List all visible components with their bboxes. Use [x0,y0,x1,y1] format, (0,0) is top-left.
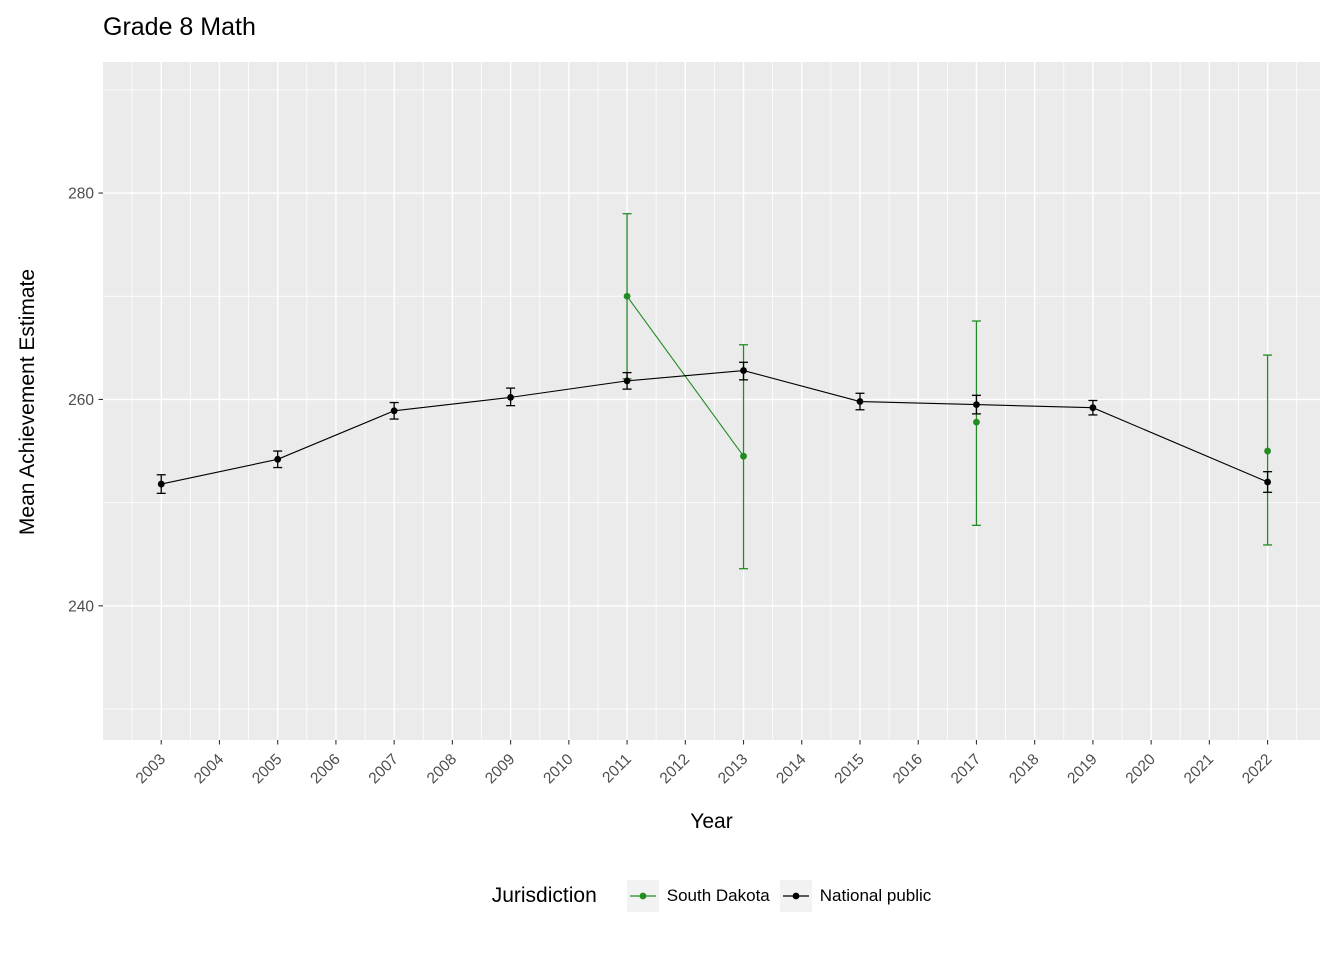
data-point [1089,404,1097,412]
data-point [157,480,165,488]
legend-title: Jurisdiction [491,884,597,907]
data-point [390,407,398,415]
x-tick-label: 2011 [599,751,635,787]
x-tick-label: 2005 [249,751,285,787]
x-tick-label: 2012 [657,751,693,787]
x-tick-label: 2006 [307,751,343,787]
data-point [973,401,980,409]
data-point [1264,447,1271,455]
x-tick-label: 2015 [831,751,867,787]
legend-label-south-dakota: South Dakota [666,886,770,905]
data-point [623,377,631,385]
data-point [623,292,631,300]
x-tick-label: 2019 [1064,751,1100,787]
plot-area: 2003 2004 2005 2006 2007 2008 2009 2010 2011 2012… [68,62,1320,788]
y-axis-label: Mean Achievement Estimate [16,268,39,536]
x-tick-label: 2009 [482,751,518,787]
chart-title: Grade 8 Math [103,13,256,41]
x-tick-label: 2003 [133,751,169,787]
data-point [740,367,747,374]
x-tick-label: 2021 [1181,751,1217,787]
x-tick-label: 2022 [1239,751,1275,787]
data-point [856,398,864,405]
panel-background [103,62,1320,740]
x-tick-label: 2014 [773,751,810,788]
x-tick-label: 2016 [890,751,926,787]
x-tick-label: 2004 [191,751,228,788]
data-point [973,418,980,426]
x-tick-label: 2013 [715,751,751,787]
data-point [274,455,282,463]
legend: Jurisdiction South Dakota National public [103,880,1320,912]
legend-item-national-public: National public [779,880,932,912]
series-line [161,370,1268,485]
data-point [1264,478,1271,486]
x-tick-label: 2020 [1123,751,1160,788]
y-tick-label: 260 [68,392,94,409]
y-tick-label: 240 [68,598,94,615]
x-tick-label: 2017 [948,751,984,787]
legend-key-south-dakota [626,880,659,912]
y-tick-label: 280 [68,186,94,203]
legend-keys: South Dakota National public [617,880,932,912]
data-point [740,452,747,460]
legend-key-national-public [779,880,812,912]
data-point [507,393,515,401]
legend-label-national-public: National public [819,886,932,905]
x-tick-label: 2008 [424,751,460,787]
x-tick-label: 2010 [540,751,577,788]
x-axis-label: Year [690,810,733,833]
legend-item-south-dakota: South Dakota [626,880,770,912]
x-tick-label: 2018 [1006,751,1042,787]
x-tick-label: 2007 [366,751,402,787]
